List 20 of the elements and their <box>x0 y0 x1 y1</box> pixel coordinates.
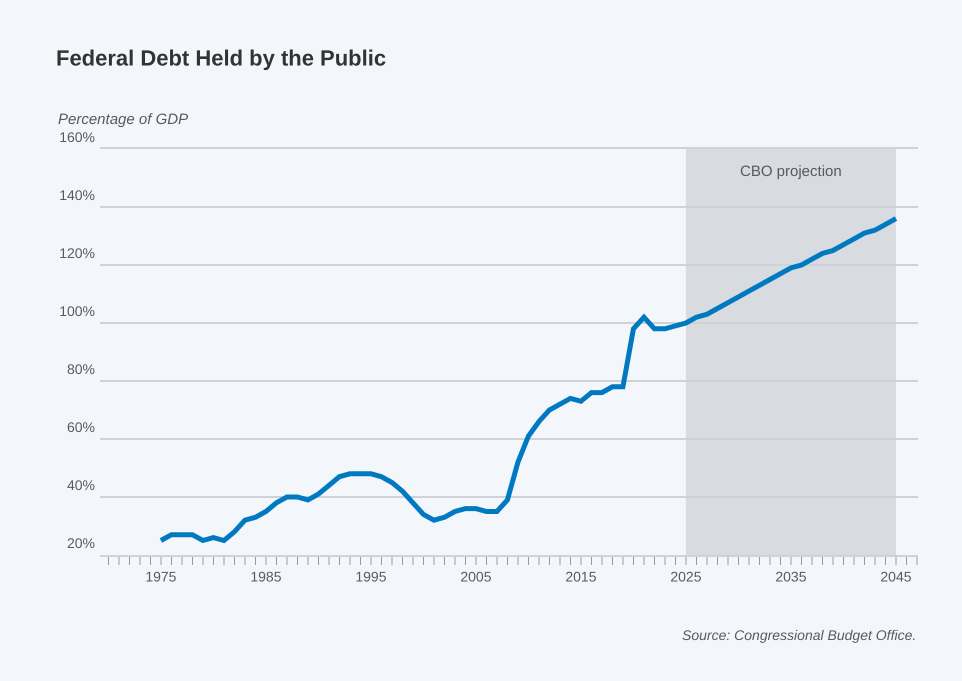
y-tick-label: 20% <box>66 534 95 551</box>
x-tick-label: 1995 <box>355 568 387 585</box>
x-tick-label: 1975 <box>145 568 177 585</box>
y-tick-label: 160% <box>59 128 95 145</box>
x-tick-label: 2005 <box>460 568 492 585</box>
x-tick-label: 2035 <box>775 568 807 585</box>
y-tick-label: 140% <box>59 186 95 203</box>
x-tick-label: 1985 <box>250 568 282 585</box>
band-label: CBO projection <box>740 163 842 180</box>
y-tick-label: 100% <box>59 302 95 319</box>
y-tick-label: 40% <box>66 476 95 493</box>
y-tick-label: 60% <box>66 418 95 435</box>
chart-title: Federal Debt Held by the Public <box>56 46 386 71</box>
y-tick-label: 120% <box>59 244 95 261</box>
source-note: Source: Congressional Budget Office. <box>682 627 916 643</box>
y-axis-title: Percentage of GDP <box>58 111 188 128</box>
x-tick-label: 2015 <box>565 568 597 585</box>
y-tick-label: 80% <box>66 360 95 377</box>
x-tick-label: 2045 <box>880 568 912 585</box>
x-tick-label: 2025 <box>670 568 702 585</box>
